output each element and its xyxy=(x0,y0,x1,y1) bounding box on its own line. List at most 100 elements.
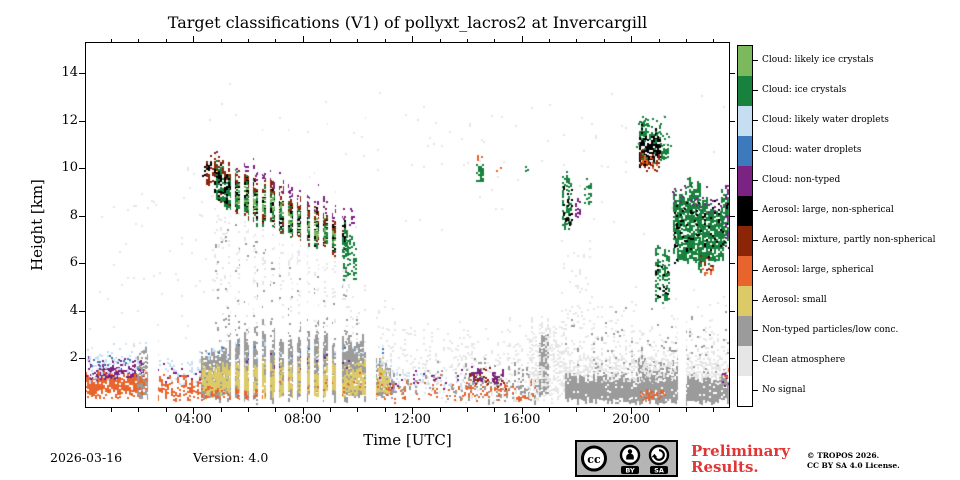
legend-item-ns: No signal xyxy=(753,384,805,396)
legend-tick-dash xyxy=(753,269,758,271)
y-major-tick xyxy=(79,215,85,217)
svg-text:cc: cc xyxy=(587,453,601,466)
x-major-tick xyxy=(193,408,195,414)
x-minor-tick-top xyxy=(658,38,660,42)
x-minor-tick-top xyxy=(439,38,441,42)
cc-license-badge: cc BY SA xyxy=(575,440,678,477)
plot-area xyxy=(79,36,735,414)
x-minor-tick xyxy=(576,408,578,412)
colorbar-segment-lwd xyxy=(738,106,752,136)
y-tick-label: 8 xyxy=(69,207,78,223)
copyright-line1: © TROPOS 2026. xyxy=(807,451,880,460)
x-tick-label: 20:00 xyxy=(612,412,650,427)
colorbar-segment-ca xyxy=(738,346,752,376)
x-minor-tick xyxy=(357,408,359,412)
legend-item-label: Aerosol: large, non-spherical xyxy=(762,205,894,215)
y-major-tick-right xyxy=(730,168,735,170)
y-major-tick-right xyxy=(730,215,735,217)
x-minor-tick-top xyxy=(111,38,112,42)
legend-tick-dash xyxy=(753,149,758,151)
legend-tick-dash xyxy=(753,179,758,181)
x-minor-tick xyxy=(439,408,441,412)
y-major-tick-right xyxy=(730,310,735,312)
x-minor-tick xyxy=(658,408,660,412)
x-axis-label: Time [UTC] xyxy=(363,431,452,449)
legend-item-as: Aerosol: small xyxy=(753,294,827,306)
colorbar xyxy=(737,45,753,407)
legend-item-label: Non-typed particles/low conc. xyxy=(762,325,899,335)
y-major-tick-right xyxy=(730,357,735,360)
legend-item-aln: Aerosol: large, non-spherical xyxy=(753,204,894,216)
y-major-tick xyxy=(79,310,85,312)
colorbar-segment-ns xyxy=(738,376,752,406)
x-tick-label: 16:00 xyxy=(502,412,541,427)
x-tick-label: 12:00 xyxy=(393,412,431,427)
svg-text:BY: BY xyxy=(625,466,635,474)
x-minor-tick xyxy=(685,408,687,412)
x-minor-tick-top xyxy=(494,38,496,42)
copyright-label: © TROPOS 2026. CC BY SA 4.0 License. xyxy=(807,451,900,471)
x-minor-tick-top xyxy=(275,38,277,42)
x-minor-tick-top xyxy=(357,38,359,42)
y-tick-label: 2 xyxy=(69,349,78,365)
version-label: Version: 4.0 xyxy=(193,450,269,465)
legend-item-wd: Cloud: water droplets xyxy=(753,144,862,156)
y-major-tick xyxy=(79,120,85,122)
x-minor-tick xyxy=(494,408,496,412)
x-minor-tick-top xyxy=(603,38,605,42)
legend-item-lic: Cloud: likely ice crystals xyxy=(753,54,874,66)
preliminary-line1: Preliminary xyxy=(691,442,790,460)
legend-item-als: Aerosol: large, spherical xyxy=(753,264,874,276)
colorbar-segment-als xyxy=(738,256,752,286)
legend-tick-dash xyxy=(753,239,758,241)
x-minor-tick xyxy=(713,408,715,412)
copyright-line2: CC BY SA 4.0 License. xyxy=(807,461,900,470)
cc-icon: cc xyxy=(581,445,607,472)
x-major-tick xyxy=(631,408,633,414)
colorbar-segment-aln xyxy=(738,196,752,226)
x-major-tick-top xyxy=(302,36,304,42)
x-minor-tick-top xyxy=(549,38,551,42)
x-minor-tick xyxy=(603,408,605,412)
legend-item-lwd: Cloud: likely water droplets xyxy=(753,114,889,126)
legend-tick-dash xyxy=(753,209,758,211)
date-label: 2026-03-16 xyxy=(50,450,123,465)
x-tick-label: 08:00 xyxy=(283,412,322,427)
legend-item-label: Cloud: water droplets xyxy=(762,145,862,155)
y-tick-label: 4 xyxy=(69,302,78,318)
legend-item-ca: Clean atmosphere xyxy=(753,354,845,366)
legend-tick-dash xyxy=(753,89,758,91)
legend-item-label: Cloud: likely water droplets xyxy=(762,115,889,125)
colorbar-segment-lic xyxy=(738,46,752,76)
x-minor-tick-top xyxy=(685,38,687,42)
x-major-tick-top xyxy=(193,36,195,42)
y-major-tick xyxy=(79,168,85,170)
legend-tick-dash xyxy=(753,119,758,121)
y-major-tick xyxy=(79,357,85,360)
colorbar-segment-as xyxy=(738,286,752,316)
y-tick-label: 6 xyxy=(69,255,78,271)
sa-icon: SA xyxy=(648,444,670,474)
x-major-tick-top xyxy=(631,36,633,42)
y-tick-label: 12 xyxy=(61,112,78,128)
colorbar-segment-ntp xyxy=(738,316,752,346)
x-minor-tick xyxy=(384,408,386,412)
y-tick-label: 14 xyxy=(61,65,78,81)
y-major-tick xyxy=(79,73,85,75)
x-minor-tick xyxy=(111,408,112,412)
legend-item-label: Aerosol: small xyxy=(762,295,827,305)
legend-item-label: Clean atmosphere xyxy=(762,355,846,365)
legend-item-cnt: Cloud: non-typed xyxy=(753,174,840,186)
y-major-tick-right xyxy=(730,120,735,122)
preliminary-line2: Results. xyxy=(691,458,759,476)
x-tick-label: 04:00 xyxy=(174,412,212,427)
x-minor-tick xyxy=(247,408,249,412)
y-axis-label: Height [km] xyxy=(28,179,46,271)
y-tick-label: 10 xyxy=(61,160,78,176)
x-minor-tick-top xyxy=(576,38,578,42)
x-minor-tick-top xyxy=(330,38,332,42)
legend-item-label: Cloud: non-typed xyxy=(762,175,841,185)
legend-item-label: Aerosol: mixture, partly non-spherical xyxy=(762,235,936,245)
colorbar-segment-cnt xyxy=(738,166,752,196)
